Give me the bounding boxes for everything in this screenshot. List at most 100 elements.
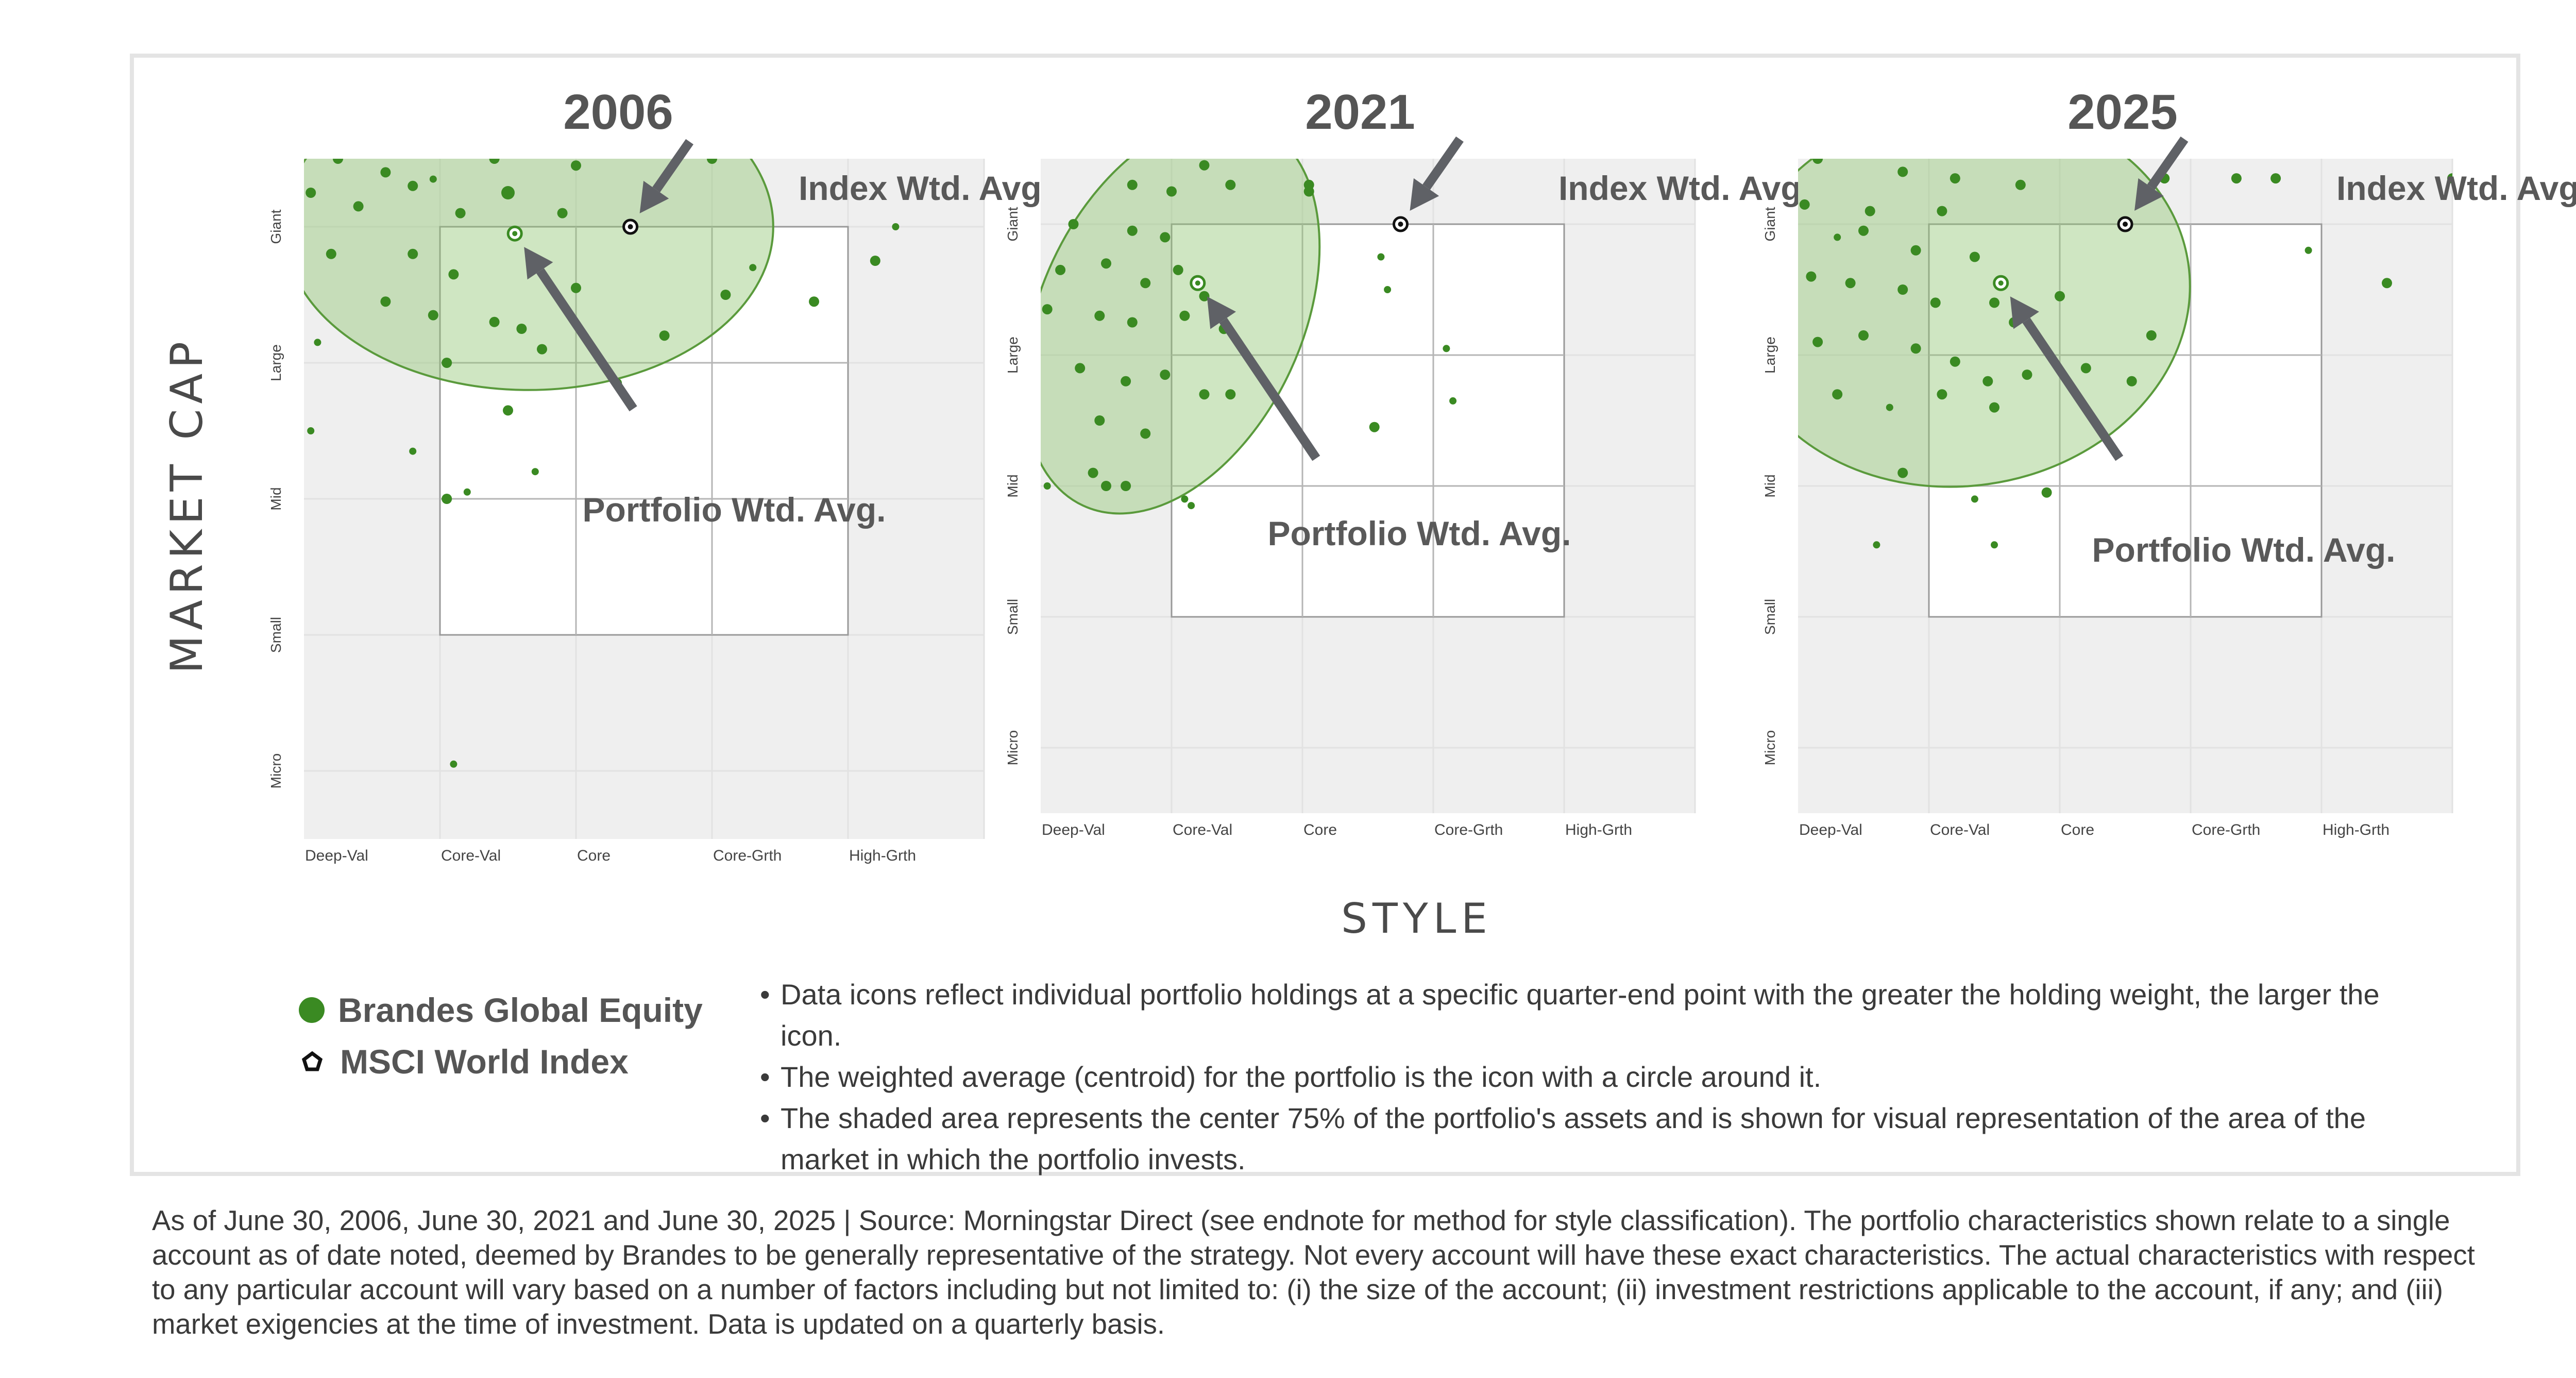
holding-point [1101, 481, 1111, 491]
portfolio-arrow-head [524, 247, 553, 280]
holding-point [1121, 481, 1131, 491]
note-text: The shaded area represents the center 75… [781, 1102, 2366, 1175]
y-tick-label: Micro [1005, 730, 1021, 765]
holding-point [326, 248, 336, 259]
index-arrow-shaft [1422, 136, 1464, 190]
holding-point [489, 316, 500, 327]
y-tick-label: Small [1762, 599, 1778, 635]
holding-point [463, 488, 471, 496]
holding-point [314, 339, 321, 346]
index-avg-label: Index Wtd. Avg. [2336, 169, 2576, 207]
holding-point [442, 358, 452, 368]
holding-point [1055, 264, 1066, 275]
index-avg-center [1398, 222, 1403, 227]
holding-point [1188, 502, 1195, 510]
x-tick-label: Deep-Val [1042, 821, 1105, 838]
portfolio-dot-icon [299, 997, 325, 1023]
holding-point [2022, 369, 2032, 380]
holding-point [1179, 310, 1190, 321]
y-tick-label: Mid [1005, 474, 1021, 497]
y-tick-label: Large [1005, 337, 1021, 374]
holding-point [707, 159, 717, 164]
holding-point [1043, 482, 1051, 490]
y-tick-label: Mid [1762, 474, 1778, 497]
holding-point [2080, 363, 2091, 374]
holding-point [1449, 397, 1457, 405]
note-text: Data icons reflect individual portfolio … [781, 978, 2380, 1052]
panel-title: 2021 [1305, 85, 1415, 140]
holding-point [1121, 376, 1131, 386]
note-item: • The shaded area represents the center … [760, 1098, 2439, 1180]
y-tick-label: Large [1762, 337, 1778, 374]
panel-title: 2006 [563, 85, 673, 140]
x-tick-label: High-Grth [849, 847, 916, 864]
holding-point [1199, 291, 1210, 301]
holding-point [1140, 278, 1151, 289]
holding-point [761, 126, 772, 137]
x-tick-label: Core-Grth [2192, 821, 2260, 838]
legend: Brandes Global Equity MSCI World Index [299, 984, 703, 1087]
holding-point [1910, 343, 1921, 354]
holding-point [1897, 467, 1908, 478]
portfolio-arrow-shaft [2022, 317, 2124, 461]
index-arrow-head [639, 180, 669, 213]
holding-point [503, 405, 513, 416]
portfolio-arrow-head [1207, 296, 1236, 329]
holding-point [571, 160, 581, 171]
holding-point [409, 447, 417, 455]
holding-point [1068, 219, 1079, 229]
holding-point [2041, 487, 2052, 498]
holding-point [435, 99, 445, 109]
y-tick-label: Large [268, 344, 284, 381]
y-axis-title: MARKET CAP [161, 337, 213, 674]
portfolio-arrow-shaft [536, 268, 637, 412]
holding-point [1845, 278, 1856, 289]
panels-layer: Index Wtd. Avg. Portfolio Wtd. Avg. 2006 De… [268, 85, 2576, 864]
x-tick-label: Core [577, 847, 611, 864]
holding-point [1989, 402, 1999, 413]
holding-point [571, 282, 581, 293]
holding-point [1832, 389, 1843, 400]
holding-point [2231, 173, 2242, 184]
holding-point [2447, 173, 2452, 184]
holding-point [1834, 233, 1841, 241]
index-avg-center [628, 224, 633, 229]
portfolio-avg-center [1998, 280, 2004, 286]
holding-point [1950, 356, 1960, 367]
holding-point [1806, 271, 1817, 282]
index-arrow-shaft [2147, 136, 2189, 190]
legend-item-portfolio: Brandes Global Equity [299, 984, 703, 1036]
holding-point [1075, 363, 1086, 374]
holding-point [693, 99, 704, 109]
footnote: As of June 30, 2006, June 30, 2021 and J… [152, 1205, 2475, 1340]
y-tick-label: Giant [1005, 207, 1021, 241]
y-tick-label: Small [268, 617, 284, 653]
holding-point [1989, 297, 1999, 308]
portfolio-arrow-head [2010, 296, 2039, 329]
holding-point [1166, 186, 1177, 197]
bullet: • [760, 1102, 770, 1134]
holding-point [2270, 173, 2281, 184]
holding-point [1858, 330, 1869, 341]
style-box [439, 226, 849, 636]
holding-point [1369, 422, 1380, 432]
holding-point [1160, 369, 1171, 380]
bullet: • [760, 978, 770, 1011]
x-tick-label: Core-Val [1173, 821, 1232, 838]
index-arrow-shaft [652, 139, 693, 193]
holding-point [809, 296, 819, 307]
index-arrow-head [2134, 178, 2164, 211]
x-tick-label: Core [2061, 821, 2094, 838]
note-text: The weighted average (centroid) for the … [781, 1061, 1822, 1093]
holding-point [1303, 179, 1314, 190]
holding-point [2015, 179, 2026, 190]
holding-point [2126, 376, 2137, 386]
holding-point [307, 427, 315, 434]
y-tick-label: Giant [1762, 207, 1778, 241]
holding-point [429, 175, 437, 183]
holding-point [1989, 141, 1999, 151]
panel-2025: Index Wtd. Avg. Portfolio Wtd. Avg. 2025 De… [1762, 85, 2576, 838]
holding-point [476, 113, 486, 123]
holding-point [1173, 264, 1183, 275]
